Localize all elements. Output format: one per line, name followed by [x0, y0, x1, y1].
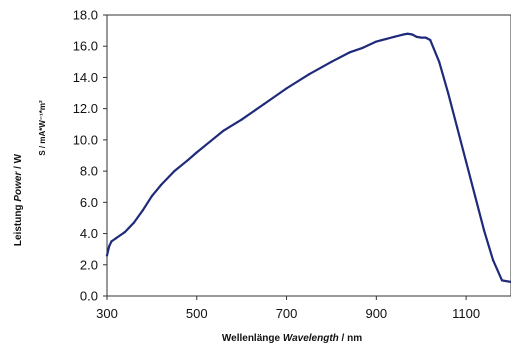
series-point — [465, 160, 468, 163]
series-point — [402, 33, 405, 36]
series-point — [285, 87, 288, 90]
x-axis-title-prefix: Wellenlänge — [222, 333, 283, 344]
y-axis-secondary-label: S / mA*W⁻¹*m² — [38, 100, 47, 156]
x-tick-label: 500 — [186, 306, 208, 321]
series-point — [141, 209, 145, 212]
x-tick-label: 900 — [365, 306, 387, 321]
series-point — [361, 46, 364, 49]
x-axis-title: Wellenlänge Wavelength / nm — [222, 333, 362, 344]
series-point — [429, 38, 432, 42]
series-point — [159, 184, 162, 187]
series-point — [420, 36, 423, 39]
series-point — [406, 32, 409, 35]
plot-frame — [106, 14, 511, 297]
series-point — [393, 35, 396, 38]
series-point — [500, 279, 504, 282]
y-tick-label: 12.0 — [73, 101, 98, 116]
y-tick-label: 14.0 — [73, 70, 98, 85]
series-point — [108, 244, 111, 248]
y-axis-title-suffix: / W — [13, 153, 24, 171]
series-point — [424, 36, 427, 39]
y-axis-title-prefix: Leistung — [13, 202, 24, 246]
series-point — [263, 102, 266, 106]
y-tick-label: 18.0 — [73, 8, 98, 23]
y-axis-ticks: 0.0 2.0 4.0 6.0 8.0 10.0 12.0 14.0 16.0 18.0 — [73, 8, 107, 304]
series-point — [438, 60, 441, 63]
series-point — [330, 60, 333, 63]
series-point — [447, 91, 450, 95]
series-point — [209, 140, 212, 143]
series-point — [456, 126, 459, 129]
y-tick-label: 16.0 — [73, 39, 98, 54]
series-point — [105, 254, 109, 257]
series-point — [110, 240, 113, 243]
x-tick-label: 1100 — [452, 306, 480, 321]
series-layer — [105, 32, 511, 284]
y-tick-label: 0.0 — [80, 289, 98, 304]
series-point — [384, 38, 387, 41]
series-point — [240, 118, 243, 121]
y-tick-label: 2.0 — [80, 257, 98, 272]
series-point — [415, 35, 418, 38]
y-axis-title: Leistung Power / W — [13, 153, 24, 246]
y-tick-label: 6.0 — [80, 195, 98, 210]
series-point — [482, 229, 486, 232]
series-point — [473, 194, 477, 198]
plot-area — [106, 14, 511, 297]
x-axis-ticks: 300 500 700 900 1100 — [96, 296, 480, 321]
series-point — [123, 230, 127, 234]
x-axis-title-suffix: / nm — [339, 333, 362, 344]
series-point — [132, 221, 136, 224]
series-line — [105, 32, 511, 284]
y-tick-label: 8.0 — [80, 164, 98, 179]
series-point — [114, 237, 118, 240]
series-point — [150, 194, 153, 198]
y-tick-label: 4.0 — [80, 226, 98, 241]
x-tick-label: 700 — [276, 306, 298, 321]
x-axis-title-italic: Wavelength — [283, 333, 339, 344]
series-point — [195, 151, 198, 154]
y-tick-label: 10.0 — [73, 132, 98, 147]
y-axis-title-italic: Power — [13, 171, 24, 202]
series-point — [348, 51, 351, 54]
series-point — [173, 170, 176, 173]
series-point — [375, 40, 378, 43]
series-point — [411, 33, 414, 36]
series-point — [186, 159, 189, 162]
series-point — [222, 129, 225, 132]
series-point — [491, 258, 495, 262]
series-point — [307, 73, 311, 76]
x-tick-label: 300 — [96, 306, 118, 321]
